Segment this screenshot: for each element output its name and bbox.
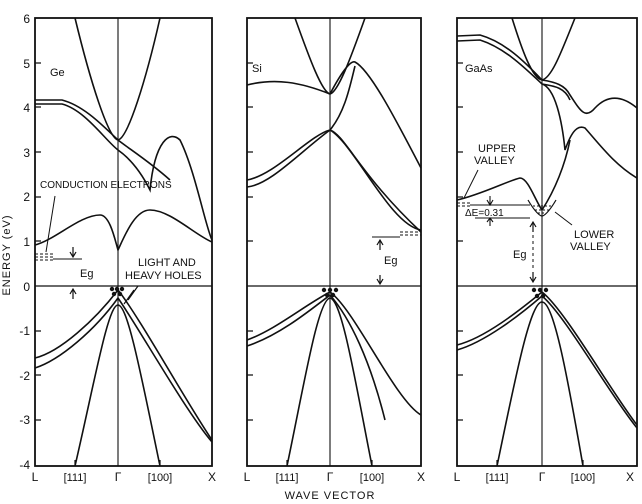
si-x-tick-100: [100] (360, 472, 384, 484)
ge-conduction-electrons-label: CONDUCTION ELECTRONS (40, 180, 172, 191)
ge-x-tick-x: X (208, 470, 216, 484)
gaas-x-tick-gamma: Γ (539, 470, 546, 484)
panel-gaas-material-label: GaAs (465, 63, 493, 75)
y-tick-6: 6 (23, 12, 30, 26)
gaas-x-tick-x: X (626, 470, 634, 484)
si-x-tick-l: L (244, 470, 251, 484)
ge-holes-label-line2: HEAVY HOLES (125, 270, 202, 282)
gaas-x-tick-l: L (454, 470, 461, 484)
gaas-lower-valley-label-line2: VALLEY (570, 241, 611, 253)
ge-x-tick-111: [111] (64, 472, 87, 484)
si-x-tick-gamma: Γ (327, 470, 334, 484)
si-eg-label: Eg (384, 255, 397, 267)
y-tick-0: 0 (23, 280, 30, 294)
ge-x-tick-100: [100] (148, 472, 172, 484)
gaas-eg-label: Eg (513, 249, 526, 261)
si-x-tick-111: [111] (276, 472, 299, 484)
gaas-x-tick-100: [100] (571, 472, 595, 484)
y-tick-4: 4 (23, 101, 30, 115)
panel-si-material-label: Si (252, 63, 262, 75)
si-x-tick-x: X (417, 470, 425, 484)
y-axis-label: ENERGY (eV) (1, 214, 13, 295)
gaas-x-tick-111: [111] (486, 472, 509, 484)
ge-x-tick-l: L (32, 470, 39, 484)
y-tick-1: 1 (23, 235, 30, 249)
y-tick-2: 2 (23, 190, 30, 204)
y-tick-neg3: -3 (19, 413, 30, 427)
y-tick-neg4: -4 (19, 458, 30, 472)
gaas-delta-e-label: ΔE=0.31 (465, 208, 504, 219)
gaas-lower-valley-label-line1: LOWER (574, 229, 614, 241)
gaas-upper-valley-label-line2: VALLEY (474, 155, 515, 167)
panel-ge-material-label: Ge (50, 67, 65, 79)
ge-x-tick-gamma: Γ (115, 470, 122, 484)
ge-eg-label: Eg (80, 268, 93, 280)
y-tick-3: 3 (23, 146, 30, 160)
y-tick-5: 5 (23, 57, 30, 71)
y-tick-neg2: -2 (19, 369, 30, 383)
gaas-upper-valley-label-line1: UPPER (478, 143, 516, 155)
ge-holes-label-line1: LIGHT AND (138, 257, 196, 269)
y-tick-neg1: -1 (19, 324, 30, 338)
x-axis-label: WAVE VECTOR (285, 490, 376, 502)
